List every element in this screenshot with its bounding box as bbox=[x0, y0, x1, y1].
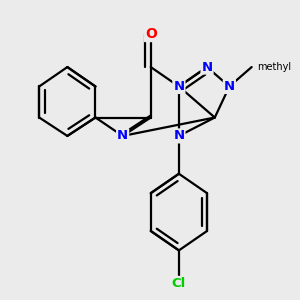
Text: N: N bbox=[173, 129, 184, 142]
Text: N: N bbox=[224, 80, 235, 93]
Text: N: N bbox=[173, 80, 184, 93]
Text: Cl: Cl bbox=[172, 277, 186, 290]
Text: N: N bbox=[202, 61, 213, 74]
Text: N: N bbox=[117, 129, 128, 142]
Text: methyl: methyl bbox=[257, 62, 292, 72]
Text: O: O bbox=[145, 27, 157, 41]
